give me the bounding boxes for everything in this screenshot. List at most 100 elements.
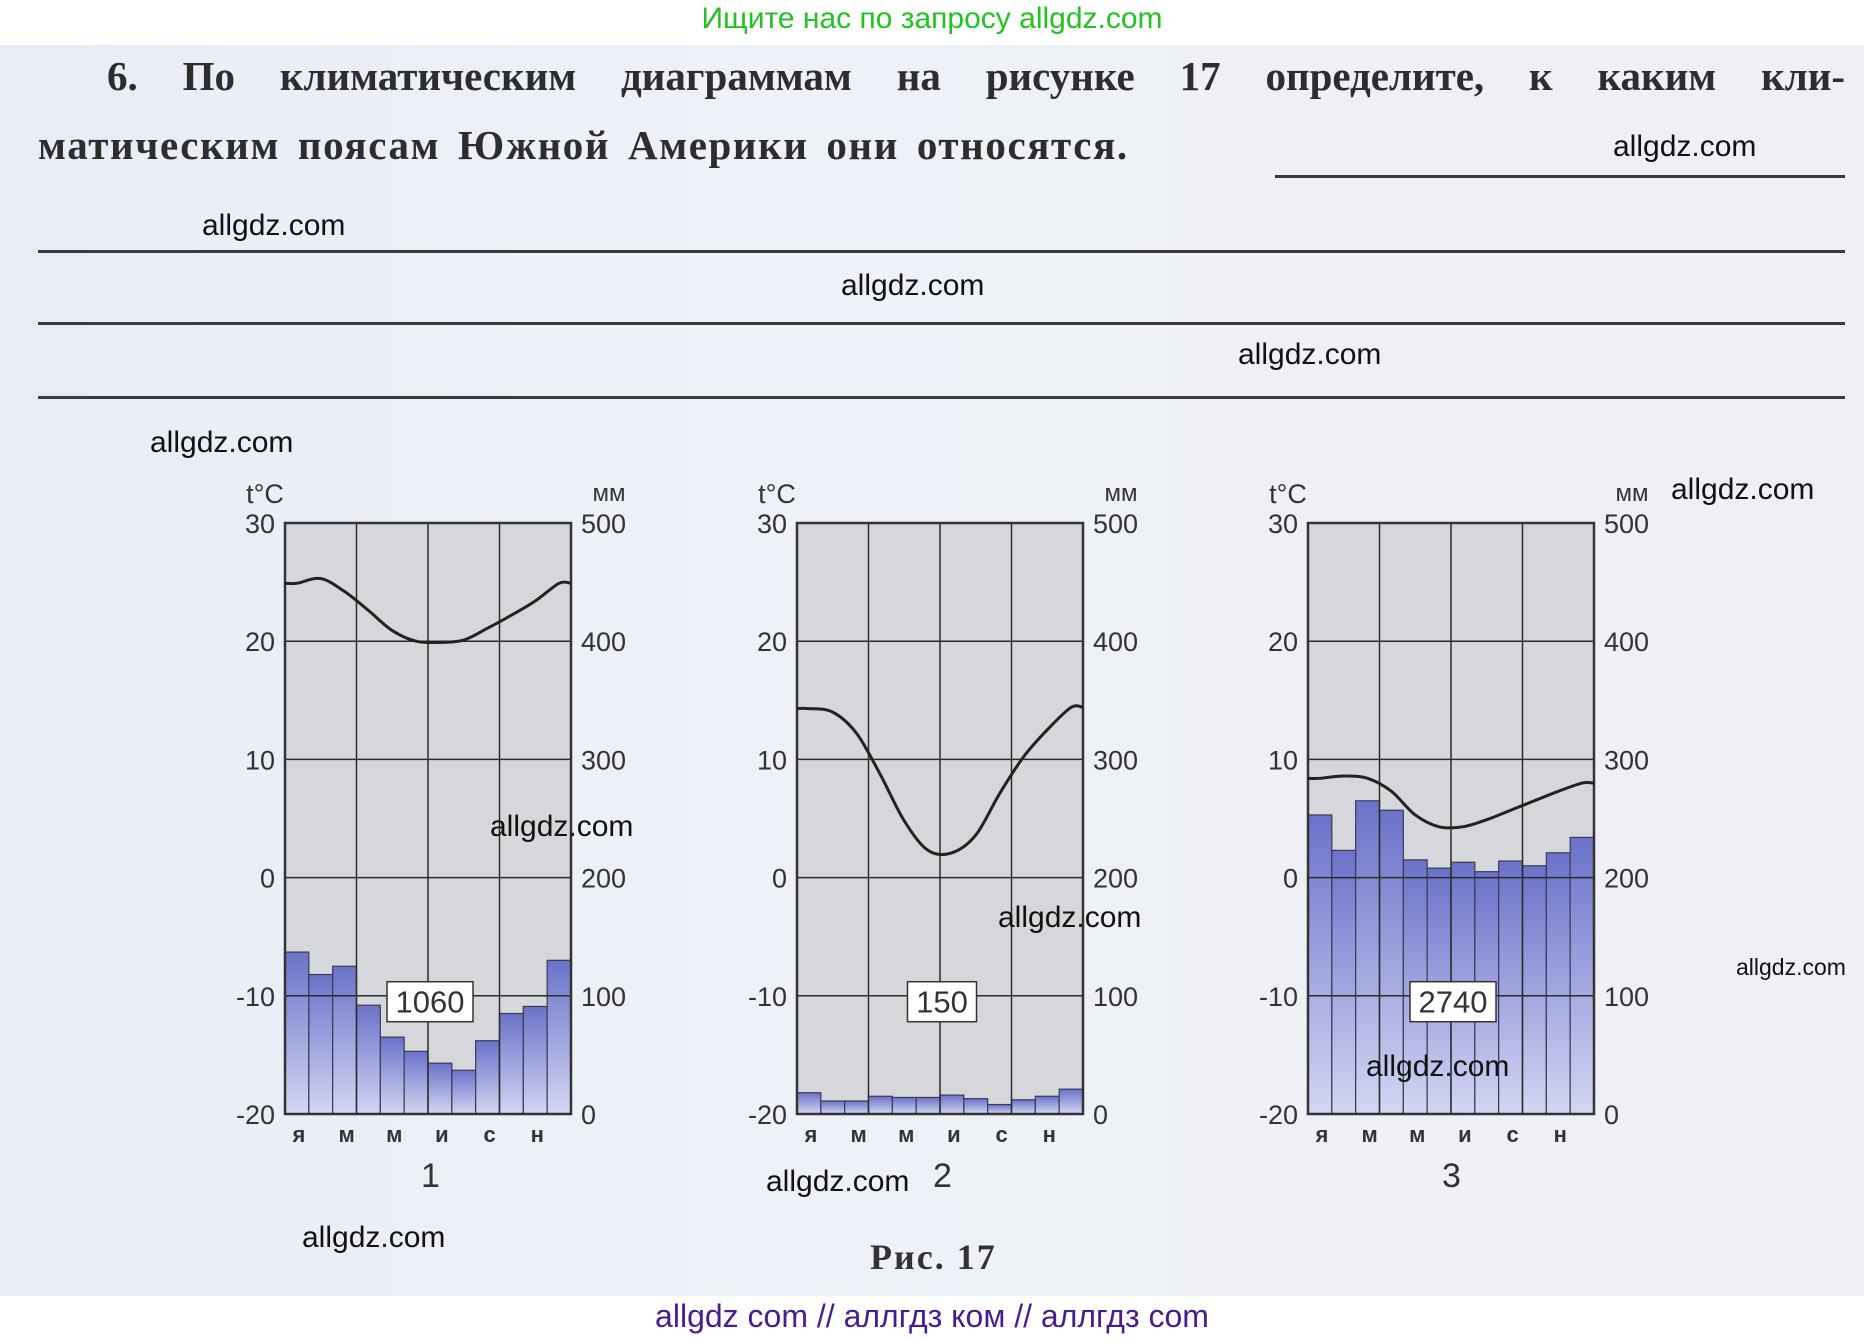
left-tick-label: -20 <box>748 1100 787 1130</box>
month-label: я <box>803 1122 817 1147</box>
month-label: м <box>1409 1122 1425 1147</box>
left-tick-label: 30 <box>757 509 787 539</box>
left-tick-label: 20 <box>757 627 787 657</box>
annual-precipitation-label: 1060 <box>396 985 465 1020</box>
question-line-2: матическим поясам Южной Америки они отно… <box>38 122 1129 168</box>
precip-bar-month-9 <box>987 1103 1013 1115</box>
left-tick-label: -10 <box>1259 982 1298 1012</box>
right-tick-label: 0 <box>581 1100 596 1130</box>
left-tick-label: 30 <box>245 509 275 539</box>
figure-caption: Рис. 17 <box>870 1237 997 1277</box>
right-tick-label: 200 <box>581 864 626 894</box>
left-tick-label: 30 <box>1268 509 1298 539</box>
annual-precipitation-box <box>906 980 978 1023</box>
month-label: м <box>898 1122 914 1147</box>
month-label: с <box>1506 1122 1518 1147</box>
chart-number-1: 1 <box>421 1157 440 1195</box>
precip-bar-month-8 <box>451 1069 477 1115</box>
answer-line[interactable] <box>38 396 1845 399</box>
annual-precipitation-label: 150 <box>916 985 968 1020</box>
precip-bar-month-5 <box>379 1036 405 1115</box>
left-tick-label: 10 <box>245 745 275 775</box>
right-axis-label: мм <box>1616 480 1649 507</box>
right-tick-label: 400 <box>1604 627 1649 657</box>
watermark: allgdz.com <box>202 209 346 242</box>
annual-precipitation-box <box>1409 980 1497 1023</box>
annual-precipitation-box <box>386 980 474 1023</box>
precip-bar-month-4 <box>355 1004 381 1115</box>
month-label: н <box>1043 1122 1056 1147</box>
precip-bar-month-11 <box>522 1005 548 1115</box>
right-tick-label: 0 <box>1604 1100 1619 1130</box>
month-label: м <box>850 1122 866 1147</box>
temperature-line <box>796 704 1084 857</box>
chart-number-3: 3 <box>1442 1157 1461 1195</box>
watermark: allgdz.com <box>766 1165 910 1198</box>
answer-line[interactable] <box>38 250 1845 253</box>
watermark: allgdz.com <box>1238 338 1382 371</box>
watermark: allgdz.com <box>1671 473 1815 506</box>
precip-bar-month-2 <box>820 1100 846 1115</box>
plot-frame <box>283 521 573 1116</box>
temperature-line <box>284 576 572 645</box>
precip-bar-month-7 <box>939 1094 965 1115</box>
precip-bar-month-12 <box>1569 836 1595 1115</box>
right-tick-label: 200 <box>1093 864 1138 894</box>
right-tick-label: 400 <box>1093 627 1138 657</box>
precip-bar-month-1 <box>1307 814 1333 1115</box>
precip-bar-month-9 <box>475 1040 501 1115</box>
answer-line[interactable] <box>38 322 1845 325</box>
month-label: и <box>1458 1122 1472 1147</box>
right-tick-label: 100 <box>581 982 626 1012</box>
answer-line[interactable] <box>1275 175 1845 178</box>
right-tick-label: 500 <box>1093 509 1138 539</box>
right-tick-label: 300 <box>581 745 626 775</box>
precip-bar-month-3 <box>332 965 358 1115</box>
right-tick-label: 500 <box>1604 509 1649 539</box>
month-label: м <box>386 1122 402 1147</box>
watermark: allgdz.com <box>150 426 294 459</box>
precip-bar-month-10 <box>498 1012 524 1115</box>
left-tick-label: -20 <box>236 1100 275 1130</box>
right-tick-label: 0 <box>1093 1100 1108 1130</box>
month-label: с <box>483 1122 495 1147</box>
month-label: н <box>531 1122 544 1147</box>
temperature-line <box>1307 774 1595 830</box>
precip-bar-month-6 <box>915 1096 941 1115</box>
watermark: allgdz.com <box>1613 130 1757 163</box>
right-axis-label: мм <box>1105 480 1138 507</box>
left-axis-label: t°C <box>246 479 284 509</box>
month-label: с <box>995 1122 1007 1147</box>
left-tick-label: 0 <box>772 864 787 894</box>
left-tick-label: -10 <box>748 982 787 1012</box>
right-tick-label: 100 <box>1093 982 1138 1012</box>
right-tick-label: 500 <box>581 509 626 539</box>
left-tick-label: -20 <box>1259 1100 1298 1130</box>
precip-bar-month-5 <box>891 1096 917 1115</box>
month-label: м <box>1361 1122 1377 1147</box>
left-tick-label: 0 <box>260 864 275 894</box>
footer-ad-text[interactable]: allgdz com // аллгдз ком // аллгдз com <box>655 1298 1209 1334</box>
month-label: н <box>1554 1122 1567 1147</box>
precip-bar-month-8 <box>963 1098 989 1115</box>
month-label: и <box>435 1122 449 1147</box>
watermark: allgdz.com <box>302 1221 446 1254</box>
watermark: allgdz.com <box>490 810 634 843</box>
left-tick-label: 10 <box>757 745 787 775</box>
precip-bar-month-12 <box>546 959 572 1115</box>
precip-bar-month-3 <box>844 1100 870 1115</box>
header-ad-text[interactable]: Ищите нас по запросу allgdz.com <box>701 2 1163 35</box>
left-tick-label: -10 <box>236 982 275 1012</box>
month-label: я <box>1314 1122 1328 1147</box>
right-tick-label: 200 <box>1604 864 1649 894</box>
watermark: allgdz.com <box>1736 954 1846 980</box>
precip-bar-month-1 <box>284 951 310 1115</box>
left-tick-label: 20 <box>1268 627 1298 657</box>
month-label: и <box>947 1122 961 1147</box>
month-label: м <box>338 1122 354 1147</box>
left-tick-label: 10 <box>1268 745 1298 775</box>
right-axis-label: мм <box>593 480 626 507</box>
precip-bar-month-10 <box>1010 1099 1036 1115</box>
